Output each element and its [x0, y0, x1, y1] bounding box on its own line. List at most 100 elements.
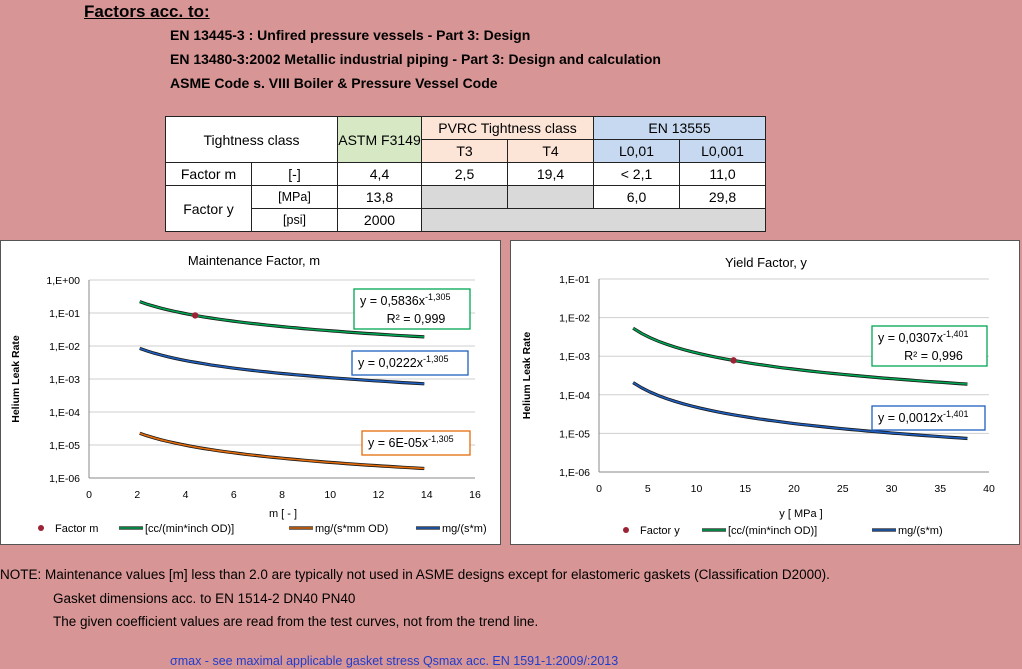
series-line	[139, 300, 425, 338]
unit-psi: [psi]	[251, 208, 338, 232]
y-psi-empty	[421, 208, 766, 232]
x-tick-label: 6	[231, 489, 237, 501]
pvrc-header: PVRC Tightness class	[421, 116, 594, 140]
l0001-header: L0,001	[679, 139, 766, 163]
y-tick-label: 1,E-02	[559, 313, 590, 325]
y-l0001-value: 29,8	[679, 185, 766, 209]
legend-label: mg/(s*m)	[442, 523, 487, 535]
qsmax-link[interactable]: σmax - see maximal applicable gasket str…	[170, 654, 619, 668]
unit-mpa: [MPa]	[251, 185, 338, 209]
y-tick-label: 1,E-04	[49, 407, 80, 419]
y-tick-label: 1,E-01	[49, 308, 80, 320]
y-tick-label: 1,E-03	[559, 351, 590, 363]
yield-factor-svg: Yield Factor, y 1,E-06 1,E-05 1,E-04 1,E-03 1…	[521, 255, 995, 537]
y-tick-label: 1,E+00	[46, 275, 80, 287]
y-tick-label: 1,E-04	[559, 390, 590, 402]
t4-header: T4	[507, 139, 594, 163]
m-astm-value: 4,4	[337, 162, 422, 186]
x-tick-label: 8	[279, 489, 285, 501]
x-tick-label: 10	[691, 483, 703, 495]
x-tick-label: 20	[788, 483, 800, 495]
x-tick-label: 35	[934, 483, 946, 495]
trendline-exponent: -1,305	[428, 434, 454, 444]
maintenance-factor-chart: Maintenance Factor, m 1,E-06 1,E-05 1,E-04 1…	[0, 240, 501, 545]
legend-label: Factor y	[640, 525, 680, 537]
legend-label: mg/(s*mm OD)	[315, 523, 388, 535]
factor-point	[191, 312, 199, 319]
trendline-equation-box	[871, 325, 988, 367]
x-tick-label: 30	[886, 483, 898, 495]
y-tick-label: 1,E-02	[49, 341, 80, 353]
trendline-exponent: -1,305	[425, 292, 451, 302]
factors-table: Tightness class ASTM F3149 PVRC Tightnes…	[165, 116, 766, 232]
factor-m-label: Factor m	[165, 162, 252, 186]
tightness-class-header: Tightness class	[165, 116, 338, 163]
series-line	[632, 381, 968, 440]
astm-header: ASTM F3149	[337, 116, 422, 163]
legend-marker	[38, 525, 44, 531]
legend-label: [cc/(min*inch OD)]	[145, 523, 234, 535]
standard-en13480: EN 13480-3:2002 Metallic industrial pipi…	[170, 51, 661, 67]
l001-header: L0,01	[593, 139, 680, 163]
y-t3-empty	[421, 185, 508, 209]
y-tick-label: 1,E-06	[559, 467, 590, 479]
x-tick-label: 40	[983, 483, 995, 495]
x-tick-label: 25	[837, 483, 849, 495]
x-tick-label: 4	[183, 489, 189, 501]
trendline-exponent: -1,305	[423, 354, 449, 364]
trendline-equation-box	[361, 430, 471, 456]
y-t4-empty	[507, 185, 594, 209]
m-t4-value: 19,4	[507, 162, 594, 186]
trendline-equation-box	[353, 288, 471, 330]
legend-label: Factor m	[55, 523, 98, 535]
x-tick-label: 10	[324, 489, 336, 501]
legend-marker	[623, 527, 629, 533]
y-tick-label: 1,E-03	[49, 374, 80, 386]
m-l0001-value: 11,0	[679, 162, 766, 186]
x-tick-label: 0	[596, 483, 602, 495]
legend-label: mg/(s*m)	[898, 525, 943, 537]
m-l001-value: < 2,1	[593, 162, 680, 186]
y-axis-label: Helium Leak Rate	[521, 332, 533, 420]
x-tick-label: 16	[469, 489, 481, 501]
r-squared-label: R² = 0,999	[387, 312, 446, 326]
yield-factor-chart: Yield Factor, y 1,E-06 1,E-05 1,E-04 1,E-03 1…	[510, 240, 1020, 545]
y-l001-value: 6,0	[593, 185, 680, 209]
x-tick-label: 14	[421, 489, 433, 501]
r-squared-label: R² = 0,996	[904, 349, 963, 363]
trendline-equation-box	[871, 405, 986, 431]
y-tick-label: 1,E-06	[49, 473, 80, 485]
en13555-header: EN 13555	[593, 116, 766, 140]
y-psi-value: 2000	[337, 208, 422, 232]
y-axis-label: Helium Leak Rate	[10, 335, 22, 423]
x-tick-label: 5	[645, 483, 651, 495]
trendline-exponent: -1,401	[943, 409, 969, 419]
legend-label: [cc/(min*inch OD)]	[728, 525, 817, 537]
chart-title: Maintenance Factor, m	[188, 253, 320, 268]
t3-header: T3	[421, 139, 508, 163]
m-t3-value: 2,5	[421, 162, 508, 186]
trendline-equation-box	[351, 350, 469, 376]
y-tick-label: 1,E-05	[49, 440, 80, 452]
note-coefficients: The given coefficient values are read fr…	[53, 614, 539, 629]
x-axis-label: y [ MPa ]	[779, 508, 822, 520]
page-title: Factors acc. to:	[84, 2, 210, 21]
x-axis-label: m [ - ]	[269, 508, 297, 520]
chart-title: Yield Factor, y	[725, 255, 807, 270]
x-tick-label: 15	[739, 483, 751, 495]
note-maintenance: NOTE: Maintenance values [m] less than 2…	[0, 567, 830, 582]
factor-y-label: Factor y	[165, 185, 252, 232]
trendline-exponent: -1,401	[943, 329, 969, 339]
series-line	[139, 432, 425, 470]
series-line	[632, 327, 968, 385]
series-line	[139, 347, 425, 385]
standard-asme: ASME Code s. VIII Boiler & Pressure Vess…	[170, 75, 498, 91]
note-gasket-dimensions: Gasket dimensions acc. to EN 1514-2 DN40…	[53, 591, 356, 606]
y-tick-label: 1,E-01	[559, 274, 590, 286]
x-tick-label: 2	[134, 489, 140, 501]
y-astm-value: 13,8	[337, 185, 422, 209]
factor-point	[730, 357, 737, 364]
x-tick-label: 0	[86, 489, 92, 501]
unit-dash: [-]	[251, 162, 338, 186]
y-tick-label: 1,E-05	[559, 428, 590, 440]
